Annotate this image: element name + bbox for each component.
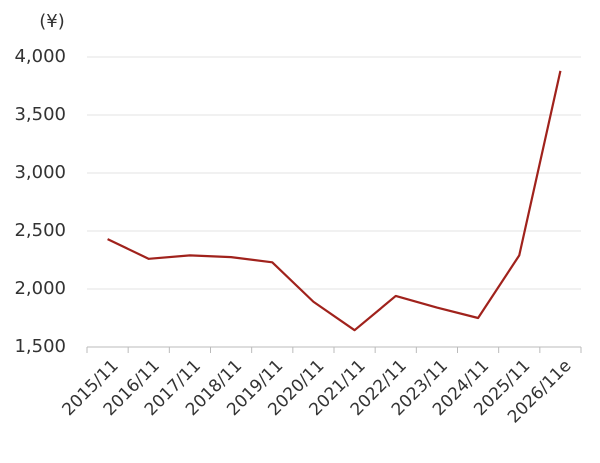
- y-tick-label: 2,000: [14, 278, 66, 299]
- y-unit: (¥): [39, 11, 65, 32]
- y-tick-label: 3,000: [14, 162, 66, 183]
- y-tick-label: 2,500: [14, 220, 66, 241]
- y-tick-label: 1,500: [14, 336, 66, 357]
- y-tick-label: 3,500: [14, 104, 66, 125]
- y-tick-label: 4,000: [14, 46, 66, 67]
- line-series: [107, 70, 562, 332]
